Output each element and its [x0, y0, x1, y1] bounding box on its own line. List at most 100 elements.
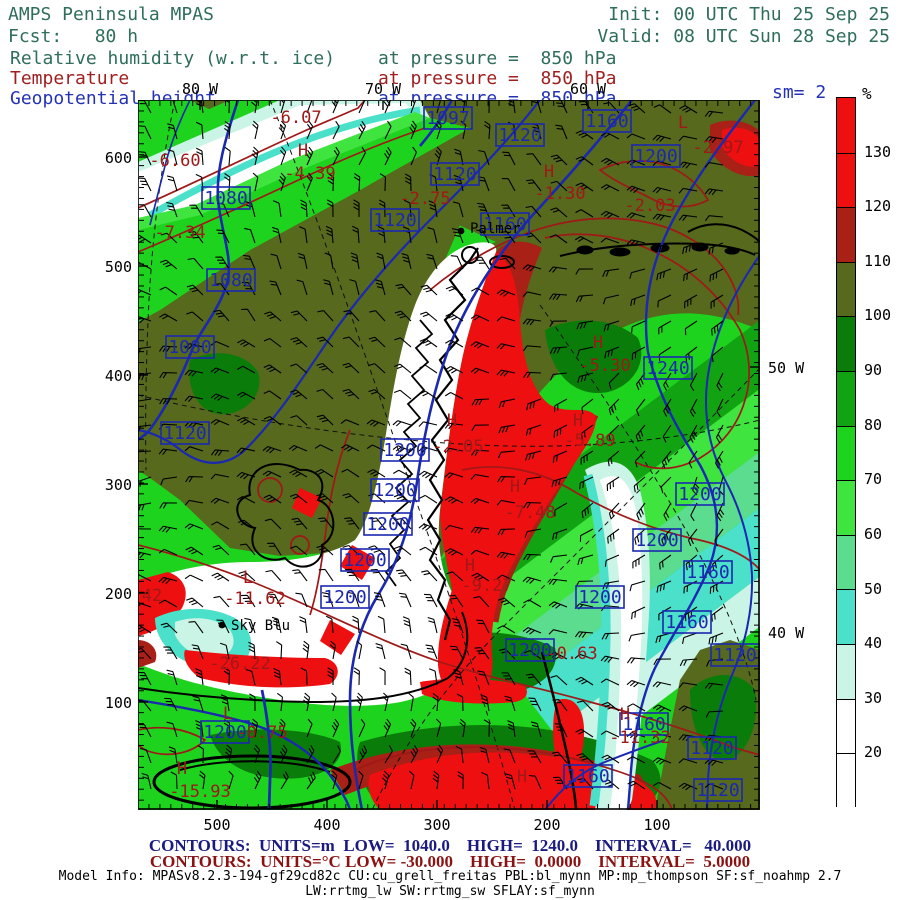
- svg-text:H: H: [465, 556, 475, 576]
- svg-text:1120: 1120: [498, 125, 541, 146]
- svg-text:1200: 1200: [578, 587, 621, 608]
- svg-text:-15.93: -15.93: [169, 782, 230, 802]
- svg-text:1200: 1200: [635, 530, 678, 551]
- colorbar-tick-label: 20: [864, 743, 883, 762]
- svg-text:1160: 1160: [483, 214, 526, 235]
- svg-text:H: H: [298, 141, 308, 161]
- svg-text:H: H: [573, 411, 583, 431]
- svg-text:-7.34: -7.34: [154, 223, 205, 243]
- map-canvas[interactable]: 1080 1080 1080 1097 1120 1120 1120 1120 1160 1160…: [138, 100, 760, 810]
- y-axis-tick-label: 100: [104, 694, 132, 712]
- svg-text:1200: 1200: [366, 514, 409, 535]
- svg-text:-11.32: -11.32: [609, 728, 670, 748]
- svg-text:Palmer: Palmer: [470, 221, 521, 237]
- init-time: Init: 00 UTC Thu 25 Sep 25: [608, 4, 890, 25]
- map-border: [138, 100, 760, 810]
- longitude-label-top: 80 W: [181, 80, 219, 98]
- svg-text:H: H: [593, 333, 603, 353]
- svg-text:-7.48: -7.48: [504, 503, 555, 523]
- longitude-label-right: 50 W: [768, 359, 805, 377]
- colorbar-segment: [837, 152, 855, 208]
- svg-text:L: L: [223, 704, 233, 724]
- legend-field-rh: Relative humidity (w.r.t. ice): [10, 48, 336, 69]
- colorbar-segment: [837, 534, 855, 590]
- colorbar-tick-label: 50: [864, 579, 883, 598]
- svg-text:1080: 1080: [204, 188, 247, 209]
- colorbar-tick-label: 70: [864, 470, 883, 489]
- svg-text:1200: 1200: [343, 550, 386, 571]
- colorbar-segment: [837, 425, 855, 481]
- coastline: [138, 223, 760, 810]
- svg-text:1120: 1120: [690, 738, 733, 759]
- colorbar-tick-label: 100: [864, 306, 892, 325]
- svg-text:Sky Blu: Sky Blu: [231, 618, 290, 634]
- svg-text:1080: 1080: [209, 270, 252, 291]
- model-info: Model Info: MPASv8.2.3-194-gf29cd82c CU:…: [58, 869, 842, 884]
- svg-text:-9.27: -9.27: [461, 576, 512, 596]
- y-axis-tick-label: 600: [104, 149, 132, 167]
- svg-text:1120: 1120: [163, 423, 206, 444]
- svg-text:-6.60: -6.60: [149, 151, 200, 171]
- svg-text:1120: 1120: [373, 210, 416, 231]
- physics-info: LW:rrtmg_lw SW:rrtmg_sw SFLAY:sf_mynn: [305, 884, 595, 899]
- colorbar-tick-label: 120: [864, 197, 892, 216]
- temperature-contour-labels: -6.07-6.60 H-4.39-7.34-2.75H-1.30-2.03-2.…: [142, 108, 744, 802]
- humidity-colorbar: [836, 97, 856, 808]
- svg-text:1200: 1200: [383, 440, 426, 461]
- height-contour-labels: 1080108010801097112011201120112011601160…: [160, 106, 760, 802]
- longitude-label-top: 70 W: [364, 80, 402, 98]
- temp-contour-info: CONTOURS: UNITS=°C LOW= -30.000 HIGH= 0.…: [149, 852, 751, 871]
- svg-text:1120: 1120: [713, 645, 756, 666]
- svg-text:1120: 1120: [433, 164, 476, 185]
- page-title: AMPS Peninsula MPAS: [8, 4, 214, 25]
- svg-text:1200: 1200: [203, 722, 246, 743]
- svg-text:H: H: [544, 162, 554, 182]
- colorbar-tick-label: 110: [864, 251, 892, 270]
- x-axis-tick-label: 200: [533, 816, 561, 834]
- svg-text:-5.30: -5.30: [579, 356, 630, 376]
- colorbar-segment: [837, 207, 855, 262]
- legend-pressure-temp: at pressure = 850 hPa: [378, 68, 617, 89]
- colorbar-unit: %: [862, 84, 872, 103]
- colorbar-tick-label: 90: [864, 361, 883, 380]
- svg-text:-6.07: -6.07: [270, 108, 321, 128]
- colorbar-segment: [837, 589, 855, 645]
- svg-text:1160: 1160: [622, 714, 665, 735]
- svg-text:-0.75: -0.75: [236, 723, 287, 743]
- colorbar-segment: [837, 261, 855, 317]
- colorbar-tick-label: 40: [864, 634, 883, 653]
- svg-text:1200: 1200: [323, 587, 366, 608]
- legend-field-temp: Temperature: [10, 68, 130, 89]
- svg-text:1240: 1240: [646, 358, 689, 379]
- svg-text:H: H: [620, 705, 630, 725]
- colorbar-segment: [837, 753, 855, 808]
- height-contour-info: CONTOURS: UNITS=m LOW= 1040.0 HIGH= 1240…: [148, 836, 752, 855]
- svg-text:-2.03: -2.03: [624, 196, 675, 216]
- x-axis-tick-label: 100: [643, 816, 671, 834]
- y-axis-tick-label: 400: [104, 367, 132, 385]
- svg-text:1160: 1160: [665, 612, 708, 633]
- svg-text:-2.97: -2.97: [692, 138, 743, 158]
- legend-pressure-rh: at pressure = 850 hPa: [378, 48, 617, 69]
- svg-text:-2.75: -2.75: [399, 189, 450, 209]
- colorbar-segment: [837, 480, 855, 535]
- svg-text:H: H: [510, 477, 520, 497]
- station-markers: Palmer Sky Blu: [218, 221, 521, 634]
- svg-text:1120: 1120: [696, 780, 739, 801]
- svg-text:H: H: [517, 767, 527, 787]
- svg-text:H: H: [447, 411, 457, 431]
- svg-text:-4.39: -4.39: [284, 164, 335, 184]
- colorbar-segment: [837, 98, 855, 153]
- colorbar-segment: [837, 316, 855, 372]
- svg-text:-2.05: -2.05: [432, 437, 483, 457]
- colorbar-tick-label: 30: [864, 688, 883, 707]
- y-axis-tick-label: 300: [104, 476, 132, 494]
- svg-text:-0.63: -0.63: [546, 644, 597, 664]
- svg-text:1200: 1200: [678, 484, 721, 505]
- y-axis-tick-label: 200: [104, 585, 132, 603]
- longitude-label-right: 40 W: [768, 624, 805, 642]
- colorbar-segment: [837, 371, 855, 426]
- colorbar-tick-label: 60: [864, 524, 883, 543]
- svg-text:42: 42: [142, 586, 162, 606]
